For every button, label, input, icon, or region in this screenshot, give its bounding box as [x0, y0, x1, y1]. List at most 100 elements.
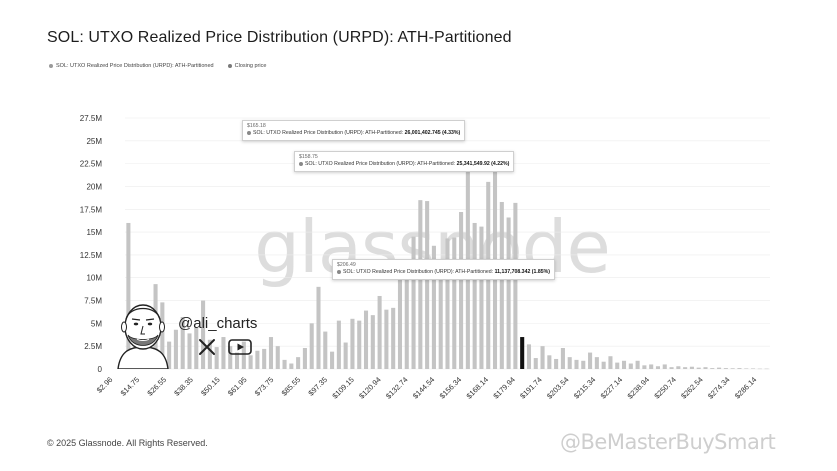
bar[interactable]: [425, 201, 430, 369]
bar[interactable]: [479, 226, 484, 369]
bar[interactable]: [357, 320, 362, 369]
bar[interactable]: [533, 358, 538, 369]
bar[interactable]: [336, 320, 341, 369]
tooltip-158-series: SOL: UTXO Realized Price Distribution (U…: [305, 161, 456, 167]
legend-item-urpd[interactable]: SOL: UTXO Realized Price Distribution (U…: [49, 63, 214, 69]
bar[interactable]: [316, 286, 321, 369]
bar[interactable]: [764, 368, 769, 370]
bar[interactable]: [642, 365, 647, 369]
x-tick-label: $14.75: [119, 375, 142, 398]
bar[interactable]: [710, 368, 715, 369]
bar[interactable]: [628, 363, 633, 369]
bar[interactable]: [601, 361, 606, 369]
bar[interactable]: [330, 351, 335, 369]
bar[interactable]: [635, 360, 640, 369]
bar[interactable]: [703, 367, 708, 369]
tooltip-165-dot: [247, 130, 251, 135]
bar[interactable]: [234, 352, 240, 369]
bar[interactable]: [160, 302, 165, 369]
bar[interactable]: [228, 346, 233, 369]
bar[interactable]: [506, 217, 511, 369]
bar[interactable]: [452, 237, 457, 369]
bar[interactable]: [173, 329, 178, 369]
bar[interactable]: [730, 368, 735, 369]
bar[interactable]: [588, 352, 593, 369]
bar[interactable]: [574, 359, 579, 369]
bar[interactable]: [187, 333, 192, 369]
bar[interactable]: [262, 348, 267, 369]
bar[interactable]: [377, 295, 382, 369]
bar[interactable]: [167, 341, 172, 369]
bar[interactable]: [750, 368, 756, 369]
bar[interactable]: [717, 367, 722, 369]
bar[interactable]: [194, 327, 199, 369]
bar[interactable]: [268, 337, 274, 369]
bar[interactable]: [445, 238, 450, 369]
bar[interactable]: [744, 368, 749, 369]
bar[interactable]: [221, 337, 226, 369]
bar[interactable]: [255, 350, 260, 369]
bar[interactable]: [649, 364, 654, 369]
bar[interactable]: [397, 268, 403, 369]
bar[interactable]: [621, 360, 627, 369]
author-handle: @ali_charts: [178, 315, 258, 332]
bar[interactable]: [581, 360, 586, 369]
bar[interactable]: [323, 331, 328, 369]
bar[interactable]: [615, 362, 620, 369]
y-tick-label: 22.5M: [80, 160, 103, 169]
bar[interactable]: [275, 346, 280, 369]
bar[interactable]: [683, 367, 688, 369]
bar[interactable]: [418, 200, 423, 369]
bar[interactable]: [207, 339, 212, 369]
bar[interactable]: [459, 212, 464, 369]
bar[interactable]: [384, 309, 389, 369]
bar[interactable]: [431, 245, 436, 369]
bar[interactable]: [737, 368, 742, 369]
x-axis-ticks: $2.96 $14.75 $26.55 $38.35 $50.15 $61.95 $73.7…: [95, 375, 759, 401]
bar[interactable]: [513, 202, 518, 369]
y-tick-label: 25M: [86, 137, 102, 146]
bar[interactable]: [676, 366, 681, 369]
bar[interactable]: [411, 236, 416, 369]
bar[interactable]: [757, 368, 762, 370]
bar[interactable]: [214, 347, 219, 369]
bar[interactable]: [126, 222, 131, 369]
bar[interactable]: [499, 201, 504, 369]
bar[interactable]: [554, 358, 559, 369]
bar[interactable]: [567, 357, 572, 369]
bar[interactable]: [547, 355, 552, 369]
bar[interactable]: [404, 259, 409, 369]
bar[interactable]: [370, 315, 375, 369]
bar[interactable]: [296, 357, 301, 369]
bar[interactable]: [526, 344, 532, 369]
bar[interactable]: [391, 307, 396, 369]
bar[interactable]: [282, 359, 287, 369]
bar[interactable]: [723, 368, 728, 369]
bar[interactable]: [309, 323, 314, 369]
bar[interactable]: [180, 316, 185, 369]
bar[interactable]: [289, 363, 294, 369]
bar[interactable]: [438, 273, 443, 369]
bar[interactable]: [472, 222, 477, 369]
bar[interactable]: [655, 366, 661, 369]
bar[interactable]: [363, 310, 369, 369]
bar[interactable]: [350, 318, 355, 369]
closing-price-bar[interactable]: [520, 337, 525, 369]
bar[interactable]: [669, 367, 674, 369]
x-icon[interactable]: [198, 338, 216, 356]
bar[interactable]: [201, 300, 206, 369]
legend-item-closing-price[interactable]: Closing price: [227, 63, 266, 69]
bar[interactable]: [241, 341, 246, 369]
bar[interactable]: [662, 364, 667, 369]
bar[interactable]: [696, 367, 701, 369]
bar[interactable]: [560, 348, 565, 369]
youtube-icon[interactable]: [228, 338, 252, 356]
bar[interactable]: [540, 346, 545, 369]
bar[interactable]: [689, 366, 694, 369]
bar[interactable]: [302, 348, 307, 369]
x-tick-label: $250.74: [652, 375, 678, 401]
bar[interactable]: [343, 342, 348, 369]
bar[interactable]: [248, 355, 253, 369]
bar[interactable]: [608, 356, 613, 369]
bar[interactable]: [594, 357, 599, 369]
